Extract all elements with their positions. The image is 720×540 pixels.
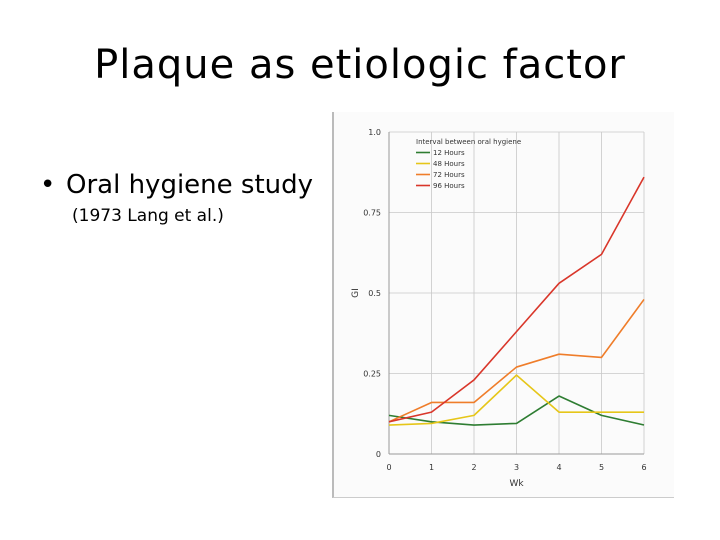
gi-chart-figure: 0 0.25 0.5 0.75 1.0 0 1 2 3 4 5 6 Wk GI Interval betw…: [332, 112, 674, 498]
y-tick-label: 0.75: [363, 209, 381, 218]
series-line-96-hours: [388, 176, 645, 423]
y-tick-label: 0.5: [368, 289, 381, 298]
legend-entry: 12 Hours: [433, 149, 465, 157]
bullet-text: Oral hygiene study: [66, 170, 314, 200]
gi-line-chart: 0 0.25 0.5 0.75 1.0 0 1 2 3 4 5 6 Wk GI Interval betw…: [351, 128, 647, 489]
bullet-item: • Oral hygiene study: [40, 170, 313, 200]
x-tick-label: 5: [599, 463, 604, 472]
legend-entry: 48 Hours: [433, 160, 465, 168]
slide-title: Plaque as etiologic factor: [94, 42, 626, 88]
x-tick-label: 2: [471, 463, 476, 472]
grid-lines: [388, 131, 645, 455]
legend: Interval between oral hygiene 12 Hours 48 …: [416, 138, 521, 190]
bullet-dot: •: [40, 170, 56, 200]
y-tick-label: 0: [376, 450, 381, 459]
series-lines: [388, 176, 645, 426]
legend-title: Interval between oral hygiene: [416, 138, 521, 146]
x-tick-label: 4: [556, 463, 561, 472]
legend-entry: 96 Hours: [433, 182, 465, 190]
series-line-12-hours: [388, 395, 645, 426]
series-line-48-hours: [388, 374, 644, 426]
x-tick-label: 6: [641, 463, 646, 472]
y-tick-label: 1.0: [368, 128, 381, 137]
legend-entry: 72 Hours: [433, 171, 465, 179]
x-axis-label: Wk: [509, 479, 524, 489]
y-tick-label: 0.25: [363, 370, 381, 379]
x-tick-label: 3: [514, 463, 519, 472]
x-tick-label: 0: [386, 463, 391, 472]
citation-text: (1973 Lang et al.): [72, 206, 224, 226]
series-line-72-hours: [388, 298, 645, 423]
y-axis-label: GI: [351, 288, 361, 298]
axes: 0 0.25 0.5 0.75 1.0 0 1 2 3 4 5 6 Wk GI: [351, 128, 647, 489]
x-tick-label: 1: [429, 463, 434, 472]
